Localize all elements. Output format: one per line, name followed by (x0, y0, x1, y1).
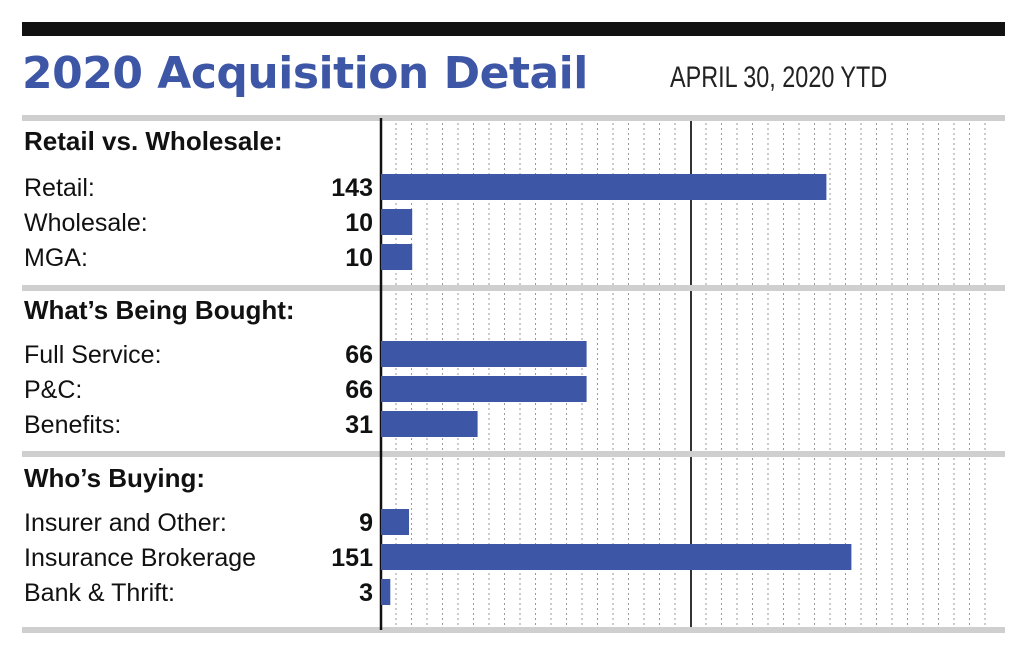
value-label: 31 (345, 411, 373, 439)
category-label: Insurance Brokerage (24, 544, 256, 572)
section-divider-0 (22, 115, 1005, 121)
value-label: 10 (345, 209, 373, 237)
section-heading: What’s Being Bought: (24, 295, 295, 325)
bar (381, 544, 852, 570)
chart-subtitle: APRIL 30, 2020 YTD (670, 61, 888, 94)
bar (381, 509, 409, 535)
value-label: 9 (359, 509, 373, 537)
section-heading: Retail vs. Wholesale: (24, 126, 283, 156)
bar (381, 579, 391, 605)
section-divider-1 (22, 285, 1005, 291)
category-label: Bank & Thrift: (24, 579, 175, 607)
section-divider-3 (22, 627, 1005, 633)
value-label: 151 (331, 544, 373, 572)
bar (381, 411, 478, 437)
category-label: Insurer and Other: (24, 509, 227, 537)
category-label: Full Service: (24, 341, 162, 369)
value-label: 143 (331, 174, 373, 202)
section-heading: Who’s Buying: (24, 463, 205, 493)
bar (381, 174, 827, 200)
section-divider-2 (22, 451, 1005, 457)
value-label: 66 (345, 376, 373, 404)
category-label: Benefits: (24, 411, 121, 439)
bar (381, 244, 413, 270)
value-label: 66 (345, 341, 373, 369)
bar (381, 376, 587, 402)
bar (381, 341, 587, 367)
category-label: MGA: (24, 244, 88, 272)
bar (381, 209, 413, 235)
value-label: 10 (345, 244, 373, 272)
chart-title: 2020 Acquisition Detail (22, 48, 588, 99)
category-label: P&C: (24, 376, 82, 404)
category-label: Wholesale: (24, 209, 148, 237)
top-rule (22, 22, 1005, 36)
category-label: Retail: (24, 174, 95, 202)
value-label: 3 (359, 579, 373, 607)
